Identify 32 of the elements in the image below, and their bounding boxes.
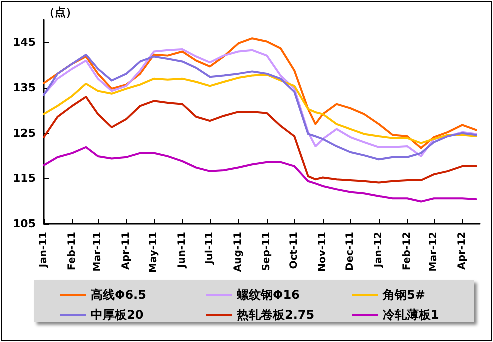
legend-label: 角钢5# — [382, 288, 426, 302]
x-tick-label: Dec-11 — [345, 232, 356, 272]
legend-label: 冷轧薄板1 — [383, 308, 440, 322]
legend-label: 高线Φ6.5 — [91, 288, 146, 302]
line-series — [43, 74, 478, 144]
x-tick-label: Jan-11 — [38, 232, 50, 269]
y-axis-title: （点） — [44, 6, 77, 19]
legend-label: 螺纹钢Φ16 — [236, 288, 300, 302]
x-tick-label: Jun-11 — [177, 232, 188, 270]
x-tick-label: Oct-11 — [289, 232, 300, 270]
x-tick-label: Jul-11 — [204, 232, 216, 266]
y-tick-label: 115 — [13, 172, 36, 186]
x-tick-label: Mar-12 — [428, 232, 440, 272]
legend-label: 热轧卷板2.75 — [236, 308, 315, 322]
y-tick-label: 105 — [13, 218, 36, 230]
x-tick-label: Apr-11 — [121, 232, 132, 270]
line-series — [43, 146, 478, 203]
x-tick-label: Feb-11 — [66, 232, 78, 270]
x-tick-label: May-11 — [148, 232, 160, 273]
x-tick-label: Aug-11 — [233, 232, 244, 272]
y-tick-label: 145 — [13, 36, 36, 50]
y-tick-label: 125 — [13, 126, 36, 140]
x-tick-label: Mar-11 — [92, 232, 104, 272]
x-tick-label: Nov-11 — [318, 232, 329, 272]
legend-label: 中厚板20 — [91, 308, 144, 322]
x-tick-label: Apr-12 — [457, 232, 468, 270]
line-series — [43, 96, 478, 184]
x-tick-label: Jan-12 — [374, 232, 385, 269]
y-tick-label: 135 — [13, 82, 36, 94]
line-series — [43, 38, 478, 150]
x-tick-label: Feb-12 — [402, 232, 413, 270]
x-tick-label: Sep-11 — [262, 232, 273, 272]
